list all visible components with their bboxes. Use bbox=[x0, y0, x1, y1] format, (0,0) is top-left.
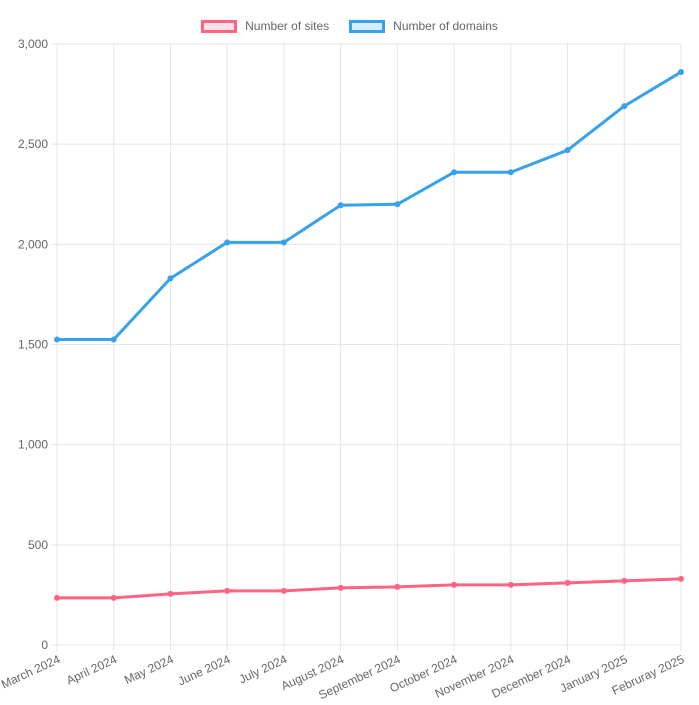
legend-item-domains[interactable]: Number of domains bbox=[349, 19, 498, 33]
svg-text:0: 0 bbox=[41, 638, 48, 652]
svg-text:2,000: 2,000 bbox=[18, 237, 48, 251]
svg-text:2,500: 2,500 bbox=[18, 137, 48, 151]
svg-text:April 2024: April 2024 bbox=[64, 652, 119, 688]
svg-text:May 2024: May 2024 bbox=[122, 652, 176, 687]
svg-text:500: 500 bbox=[28, 538, 48, 552]
domains-legend-swatch bbox=[349, 19, 386, 33]
svg-text:1,500: 1,500 bbox=[18, 338, 48, 352]
sites-legend-label: Number of sites bbox=[245, 19, 330, 33]
svg-text:1,000: 1,000 bbox=[18, 438, 48, 452]
legend-item-sites[interactable]: Number of sites bbox=[201, 19, 329, 33]
domains-legend-label: Number of domains bbox=[393, 19, 498, 33]
chart-legend: Number of sites Number of domains bbox=[0, 19, 699, 33]
svg-text:3,000: 3,000 bbox=[18, 37, 48, 51]
sites-legend-swatch bbox=[201, 19, 238, 33]
svg-text:June 2024: June 2024 bbox=[176, 652, 233, 689]
svg-text:March 2024: March 2024 bbox=[0, 652, 63, 692]
